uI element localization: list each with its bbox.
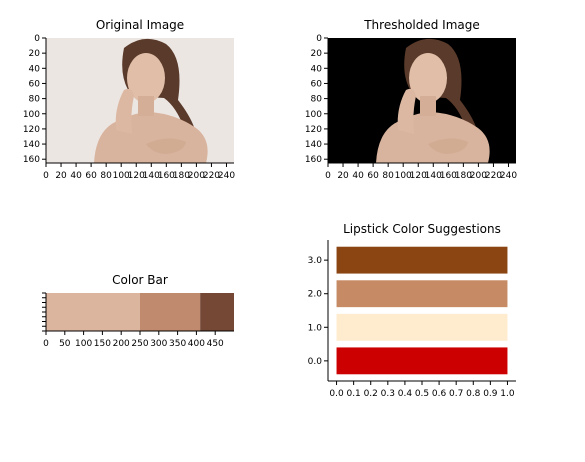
lipstick-x-tick-label: 0.2 [364,389,378,399]
color-bar-title: Color Bar [112,273,168,287]
color-bar-x-tick-label: 300 [150,339,167,349]
color-bar-x-tick-label: 50 [59,339,71,349]
lipstick-x-tick-label: 0.7 [449,389,463,399]
thresholded-x-tick-label: 60 [367,171,379,181]
color-bar-segment [200,293,234,331]
lipstick-bar [337,280,508,307]
thresholded-x-tick-label: 80 [382,171,394,181]
original-y-tick-label: 0 [34,34,40,44]
thresholded-y-tick-label: 60 [311,79,323,89]
thresholded-y-tick-label: 80 [311,95,323,105]
original-y-tick-label: 160 [23,155,40,165]
color-bar-x-tick-label: 400 [188,339,205,349]
lipstick-y-tick-label: 2.0 [308,290,323,300]
original-y-tick-label: 40 [29,64,41,74]
color-bar-segment [46,293,140,331]
lipstick-title: Lipstick Color Suggestions [343,222,501,236]
thresholded-y-tick-label: 40 [311,64,323,74]
original-x-tick-label: 80 [100,171,112,181]
lipstick-y-tick-label: 3.0 [308,256,323,266]
thresholded-y-tick-label: 0 [316,34,322,44]
lipstick-x-tick-label: 0.3 [381,389,395,399]
color-bar-x-tick-label: 150 [94,339,111,349]
color-bar-x-tick-label: 450 [207,339,224,349]
lipstick-y-tick-label: 1.0 [308,323,323,333]
thresholded-y-tick-label: 120 [305,125,322,135]
color-bar-x-tick-label: 100 [75,339,92,349]
original-y-tick-label: 100 [23,110,40,120]
original-portrait-image [46,38,234,163]
original-y-tick-label: 20 [29,49,41,59]
color-bar-x-tick-label: 200 [113,339,130,349]
thresholded-y-tick-label: 100 [305,110,322,120]
lipstick-x-tick-label: 0.0 [329,389,344,399]
original-y-tick-label: 80 [29,95,41,105]
thresholded-y-tick-label: 160 [305,155,322,165]
lipstick-x-tick-label: 0.5 [415,389,429,399]
lipstick-bar [337,347,508,374]
lipstick-x-tick-label: 0.9 [483,389,498,399]
lipstick-x-tick-label: 0.4 [398,389,413,399]
thresholded-x-tick-label: 20 [337,171,349,181]
thresholded-x-tick-label: 240 [500,171,517,181]
lipstick-x-tick-label: 1.0 [500,389,515,399]
original-x-tick-label: 40 [70,171,82,181]
thresholded-y-tick-label: 20 [311,49,323,59]
original-neck-shape [138,96,154,116]
original-y-tick-label: 60 [29,79,41,89]
lipstick-x-tick-label: 0.6 [432,389,447,399]
thresholded-y-tick-label: 140 [305,140,322,150]
lipstick-bar [337,247,508,274]
color-bar-x-tick-label: 250 [131,339,148,349]
lipstick-bar [337,314,508,341]
color-bar-panel: Color Bar 0 50 100 150 200 250 300 350 400 450 [42,273,234,349]
color-bar-segment [140,293,200,331]
original-y-tick-label: 140 [23,140,40,150]
lipstick-y-tick-label: 0.0 [308,357,323,367]
lipstick-panel: Lipstick Color Suggestions 0.0 1.0 2.0 3.0 0… [308,222,516,399]
color-bar-x-tick-label: 0 [43,339,49,349]
thresholded-image-panel: Thresholded Image 0 20 40 60 80 1001201401601… [305,18,518,181]
thresholded-neck-shape [420,96,436,116]
original-x-tick-label: 20 [55,171,67,181]
thresholded-x-tick-label: 40 [352,171,364,181]
lipstick-x-tick-label: 0.1 [346,389,360,399]
original-x-tick-label: 240 [218,171,235,181]
original-x-tick-label: 0 [43,171,49,181]
lipstick-x-tick-label: 0.8 [466,389,481,399]
thresholded-portrait-image [328,38,516,163]
thresholded-image-title: Thresholded Image [363,18,480,32]
color-bar-x-tick-label: 350 [169,339,186,349]
original-image-title: Original Image [96,18,184,32]
original-y-tick-label: 120 [23,125,40,135]
original-x-tick-label: 60 [85,171,97,181]
original-image-panel: Original Image 0 20 40 60 80 1001201401601802… [23,18,236,181]
thresholded-x-tick-label: 0 [325,171,331,181]
